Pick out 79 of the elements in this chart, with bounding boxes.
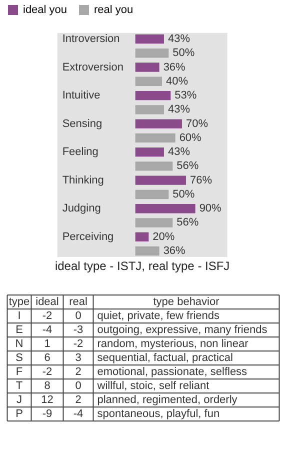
y-tick-label: Perceiving [62,230,114,243]
bar [135,62,160,72]
data-label: 50% [172,47,195,60]
bar [135,76,162,86]
text: ideal [36,296,59,308]
data-label: 56% [176,216,199,229]
data-label: 43% [168,104,190,116]
category-label: J [16,394,22,406]
data-label: -9 [42,408,52,420]
data-label: 90% [199,202,222,215]
bar [135,204,196,214]
bar [135,105,164,114]
data-label: 0 [75,310,82,322]
data-label: -4 [73,408,84,420]
bar [135,133,176,143]
data-label: 6 [44,352,50,364]
bar [135,119,182,128]
data-label: 53% [174,90,197,102]
y-tick-label: Feeling [62,146,98,158]
bar [135,218,173,228]
text: spontaneous, playful, fun [97,408,220,420]
bar [135,162,173,171]
data-label: 43% [168,33,190,46]
category-label: S [16,352,23,364]
category-label: I [18,310,21,322]
text: real [69,296,88,308]
legend-label: real you [94,4,134,16]
category-label: T [16,380,23,392]
data-label: 8 [44,380,50,392]
data-label: 12 [41,394,54,406]
legend-label: ideal you [23,4,68,16]
data-label: 20% [152,230,175,243]
text: ideal type - ISTJ, real type - ISFJ [54,259,230,273]
data-label: 43% [168,146,190,158]
category-label: F [16,366,23,378]
text: sequential, factual, practical [97,352,233,364]
bar [135,190,169,200]
text: outgoing, expressive, many friends [97,324,268,336]
data-label: 70% [186,118,208,130]
y-tick-label: Introversion [62,33,120,46]
data-label: -2 [42,366,52,378]
data-label: -4 [42,324,52,336]
bar [135,246,160,256]
text: type behavior [153,296,220,308]
category-label: P [16,408,23,420]
bar [135,232,149,242]
bar [135,48,169,58]
data-label: 1 [44,338,50,350]
category-label: N [15,338,24,350]
data-label: 3 [75,352,82,364]
text: willful, stoic, self reliant [96,380,210,392]
data-label: 40% [166,75,188,88]
data-label: 50% [172,188,195,200]
text: random, mysterious, non linear [97,338,249,350]
category-label: E [16,324,23,336]
y-tick-label: Intuitive [62,90,100,102]
y-tick-label: Thinking [62,174,104,186]
data-label: -3 [73,324,84,336]
data-label: 60% [179,132,202,144]
bar [135,90,171,100]
text: quiet, private, few friends [97,310,220,322]
data-label: 36% [163,61,186,74]
bar [135,34,164,44]
bar [135,147,164,157]
y-tick-label: Judging [62,202,101,215]
y-tick-label: Sensing [62,118,102,130]
bar [135,176,186,185]
data-label: 2 [75,394,82,406]
data-label: 2 [75,366,82,378]
text: emotional, passionate, selfless [97,366,248,378]
data-label: -2 [42,310,52,322]
data-label: 56% [176,160,199,172]
text: type [8,296,30,308]
data-label: -2 [73,338,84,350]
data-label: 0 [75,380,82,392]
data-label: 76% [190,174,212,186]
data-label: 36% [163,244,186,257]
y-tick-label: Extroversion [62,61,124,74]
text: planned, regimented, orderly [97,394,238,406]
